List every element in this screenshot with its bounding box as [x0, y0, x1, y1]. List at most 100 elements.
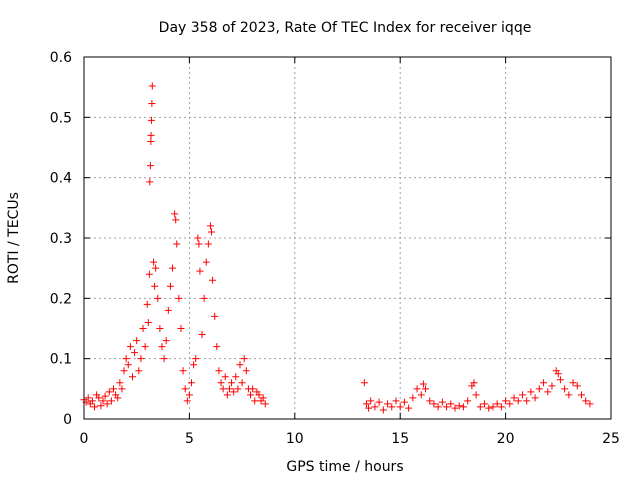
data-point	[485, 404, 493, 412]
data-point	[105, 388, 113, 396]
data-point	[145, 270, 153, 278]
data-point	[523, 397, 531, 405]
grid-lines	[84, 57, 611, 419]
y-axis-title: ROTI / TECUs	[6, 192, 22, 284]
x-tick-label: 5	[185, 431, 194, 447]
data-point	[110, 385, 118, 393]
data-point	[506, 400, 514, 408]
data-point	[91, 403, 99, 411]
data-point	[198, 331, 206, 339]
data-point	[217, 379, 225, 387]
x-tick-label: 15	[391, 431, 409, 447]
data-point	[135, 367, 143, 375]
data-point	[242, 367, 250, 375]
data-point	[114, 394, 122, 402]
data-point	[259, 394, 267, 402]
data-point	[150, 258, 158, 266]
data-point	[261, 400, 269, 408]
data-point	[419, 380, 427, 388]
data-point	[544, 388, 552, 396]
data-point	[164, 306, 172, 314]
data-point	[209, 276, 217, 284]
data-point	[146, 178, 154, 186]
data-point	[514, 397, 522, 405]
data-point	[128, 373, 136, 381]
data-point	[177, 325, 185, 332]
data-point	[367, 397, 375, 405]
data-point	[582, 397, 590, 405]
data-point	[451, 404, 459, 412]
data-point	[527, 388, 535, 396]
data-point	[392, 397, 400, 405]
data-point	[120, 367, 128, 375]
data-point	[481, 400, 489, 408]
data-point	[202, 258, 210, 266]
data-point	[183, 397, 191, 405]
data-point	[577, 391, 585, 399]
data-point	[208, 228, 216, 236]
data-point	[493, 400, 501, 408]
data-point	[147, 116, 155, 124]
data-point	[171, 210, 179, 218]
data-point	[156, 325, 164, 332]
data-point	[97, 402, 105, 410]
data-point	[200, 294, 208, 302]
y-tick-label: 0.4	[50, 171, 72, 187]
data-point	[144, 318, 152, 326]
data-point	[211, 312, 219, 320]
data-point	[540, 379, 548, 387]
data-point	[206, 222, 214, 230]
data-point	[247, 391, 255, 399]
x-tick-label: 20	[497, 431, 515, 447]
data-point	[384, 400, 392, 408]
data-point	[166, 282, 174, 290]
y-tick-label: 0.5	[50, 110, 72, 126]
data-point	[124, 361, 132, 369]
data-point	[561, 385, 569, 393]
data-point	[455, 402, 463, 410]
data-point	[141, 343, 149, 351]
data-point	[194, 234, 202, 242]
data-point	[215, 367, 223, 375]
data-point	[236, 361, 244, 369]
data-point	[249, 385, 257, 393]
data-point	[179, 367, 187, 375]
data-point	[131, 349, 139, 357]
data-point	[371, 403, 379, 411]
data-point	[255, 391, 263, 399]
data-point	[137, 355, 145, 363]
data-point	[148, 99, 156, 107]
data-point	[470, 379, 478, 387]
data-point	[126, 343, 134, 351]
data-point	[502, 397, 510, 405]
data-point	[569, 379, 577, 387]
data-point	[223, 391, 231, 399]
data-point	[133, 337, 141, 345]
data-point	[230, 388, 238, 396]
data-point	[360, 379, 368, 387]
data-point	[158, 343, 166, 351]
data-point	[548, 382, 556, 390]
data-point	[122, 355, 130, 363]
data-point	[116, 379, 124, 387]
data-point	[146, 162, 154, 170]
data-point	[413, 385, 421, 393]
data-point	[192, 355, 200, 363]
data-point	[565, 391, 573, 399]
data-point	[225, 385, 233, 393]
data-point	[426, 397, 434, 405]
data-point	[362, 400, 370, 408]
data-point	[204, 240, 212, 248]
data-point	[409, 394, 417, 402]
data-point	[573, 382, 581, 390]
plot-frame	[83, 56, 612, 420]
y-tick-label: 0.3	[50, 231, 72, 247]
x-tick-label: 0	[80, 431, 89, 447]
data-point	[147, 137, 155, 145]
data-point	[213, 343, 221, 351]
data-point	[438, 398, 446, 406]
data-point	[196, 267, 204, 275]
y-tick-label: 0.2	[50, 291, 72, 307]
data-point	[148, 82, 156, 90]
